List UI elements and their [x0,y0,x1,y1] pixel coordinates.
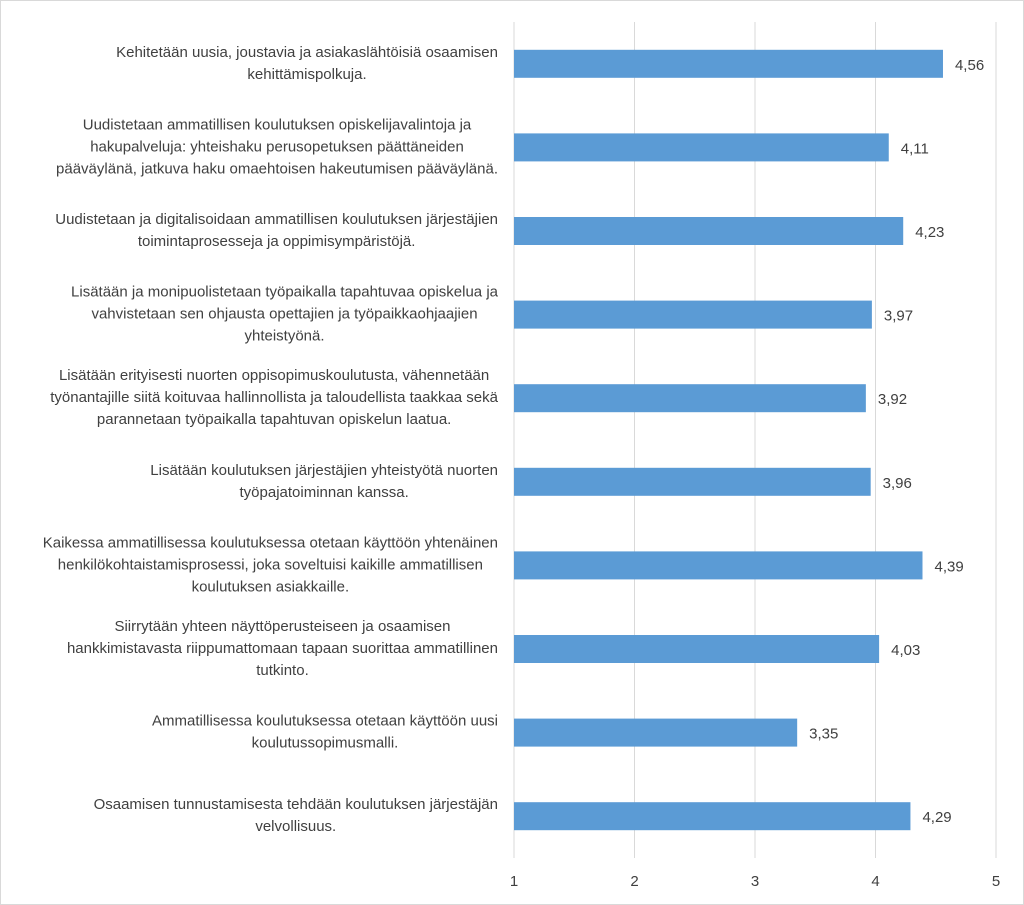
bar [514,551,923,580]
category-label: Ammatillisessa koulutuksessa otetaan käy… [152,713,498,730]
category-label: työnantajille siitä koituvaa hallinnolli… [50,389,498,406]
category-label: hankkimistavasta riippumattomaan tapaan … [67,640,498,657]
category-label: koulutussopimusmalli. [252,735,399,752]
x-tick-label: 4 [871,873,879,890]
bar [514,217,904,245]
category-label: vahvistetaan sen ohjausta opettajien ja … [91,306,477,323]
bar [514,718,798,747]
category-label: Kaikessa ammatillisessa koulutuksessa ot… [43,534,498,551]
x-tick-label: 3 [751,873,759,890]
category-label: Osaamisen tunnustamisesta tehdään koulut… [94,796,498,813]
category-label: toimintaprosesseja ja oppimisympäristöjä… [138,233,416,250]
category-label: velvollisuus. [255,818,336,835]
bar [514,49,943,78]
category-label: Siirrytään yhteen näyttöperusteiseen ja … [114,618,450,635]
data-label: 4,56 [955,57,984,74]
data-label: 3,35 [809,726,838,743]
category-label: koulutuksen asiakkaille. [192,578,350,595]
category-label: Lisätään koulutuksen järjestäjien yhteis… [150,462,498,479]
category-label: parannetaan työpaikalla tapahtuvan opisk… [97,411,451,428]
bar [514,384,866,413]
bar [514,300,872,329]
data-label: 4,23 [915,224,944,241]
x-tick-label: 5 [992,873,1000,890]
bar [514,635,880,663]
category-label: yhteistyönä. [244,328,324,345]
data-label: 4,39 [934,558,963,575]
category-label: työpajatoiminnan kanssa. [240,484,409,501]
data-label: 3,97 [884,308,913,325]
category-label: hakupalveluja: yhteishaku perusopetuksen… [90,138,464,155]
category-label: pääväylänä, jatkuva haku omaehtoisen hak… [56,160,498,177]
bar [514,802,911,831]
category-label: Kehitetään uusia, joustavia ja asiakaslä… [116,44,498,61]
category-label: kehittämispolkuja. [247,66,366,83]
category-label: Lisätään ja monipuolistetaan työpaikalla… [71,284,499,301]
category-label: Uudistetaan ammatillisen koulutuksen opi… [83,116,472,133]
bar [514,467,871,496]
x-tick-label: 2 [630,873,638,890]
x-tick-label: 1 [510,873,518,890]
category-label: tutkinto. [256,662,309,679]
bar [514,133,889,162]
data-label: 3,92 [878,391,907,408]
data-label: 3,96 [883,475,912,492]
category-label: Lisätään erityisesti nuorten oppisopimus… [59,367,489,384]
data-label: 4,29 [922,809,951,826]
data-label: 4,03 [891,642,920,659]
data-label: 4,11 [901,140,929,157]
category-label: henkilökohtaistamisprosessi, joka sovelt… [58,556,483,573]
category-label: Uudistetaan ja digitalisoidaan ammatilli… [55,211,498,228]
